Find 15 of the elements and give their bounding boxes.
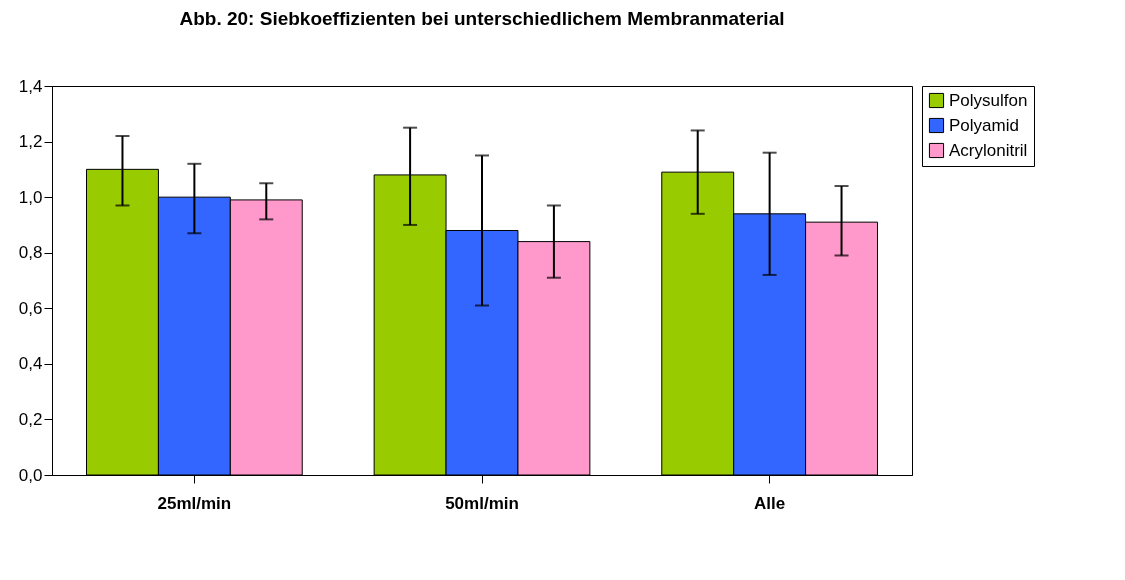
y-tick-label: 1,0 [18,187,43,207]
y-tick-label: 1,2 [18,132,43,152]
y-tick-label: 0,2 [18,409,43,429]
y-tick-label: 0,8 [18,243,43,263]
y-tick-label: 0,4 [18,354,43,374]
x-tick-label: Alle [754,493,786,513]
legend-label: Acrylonitril [949,140,1028,160]
legend-label: Polyamid [949,115,1019,135]
chart-title: Abb. 20: Siebkoeffizienten bei unterschiedlichem Membranmaterial [179,8,785,29]
y-tick-label: 0,0 [18,465,43,485]
y-tick-label: 1,4 [18,76,43,96]
x-tick-label: 25ml/min [157,493,232,513]
legend-label: Polysulfon [949,90,1028,110]
x-tick-label: 50ml/min [445,493,519,513]
y-tick-label: 0,6 [18,298,43,318]
